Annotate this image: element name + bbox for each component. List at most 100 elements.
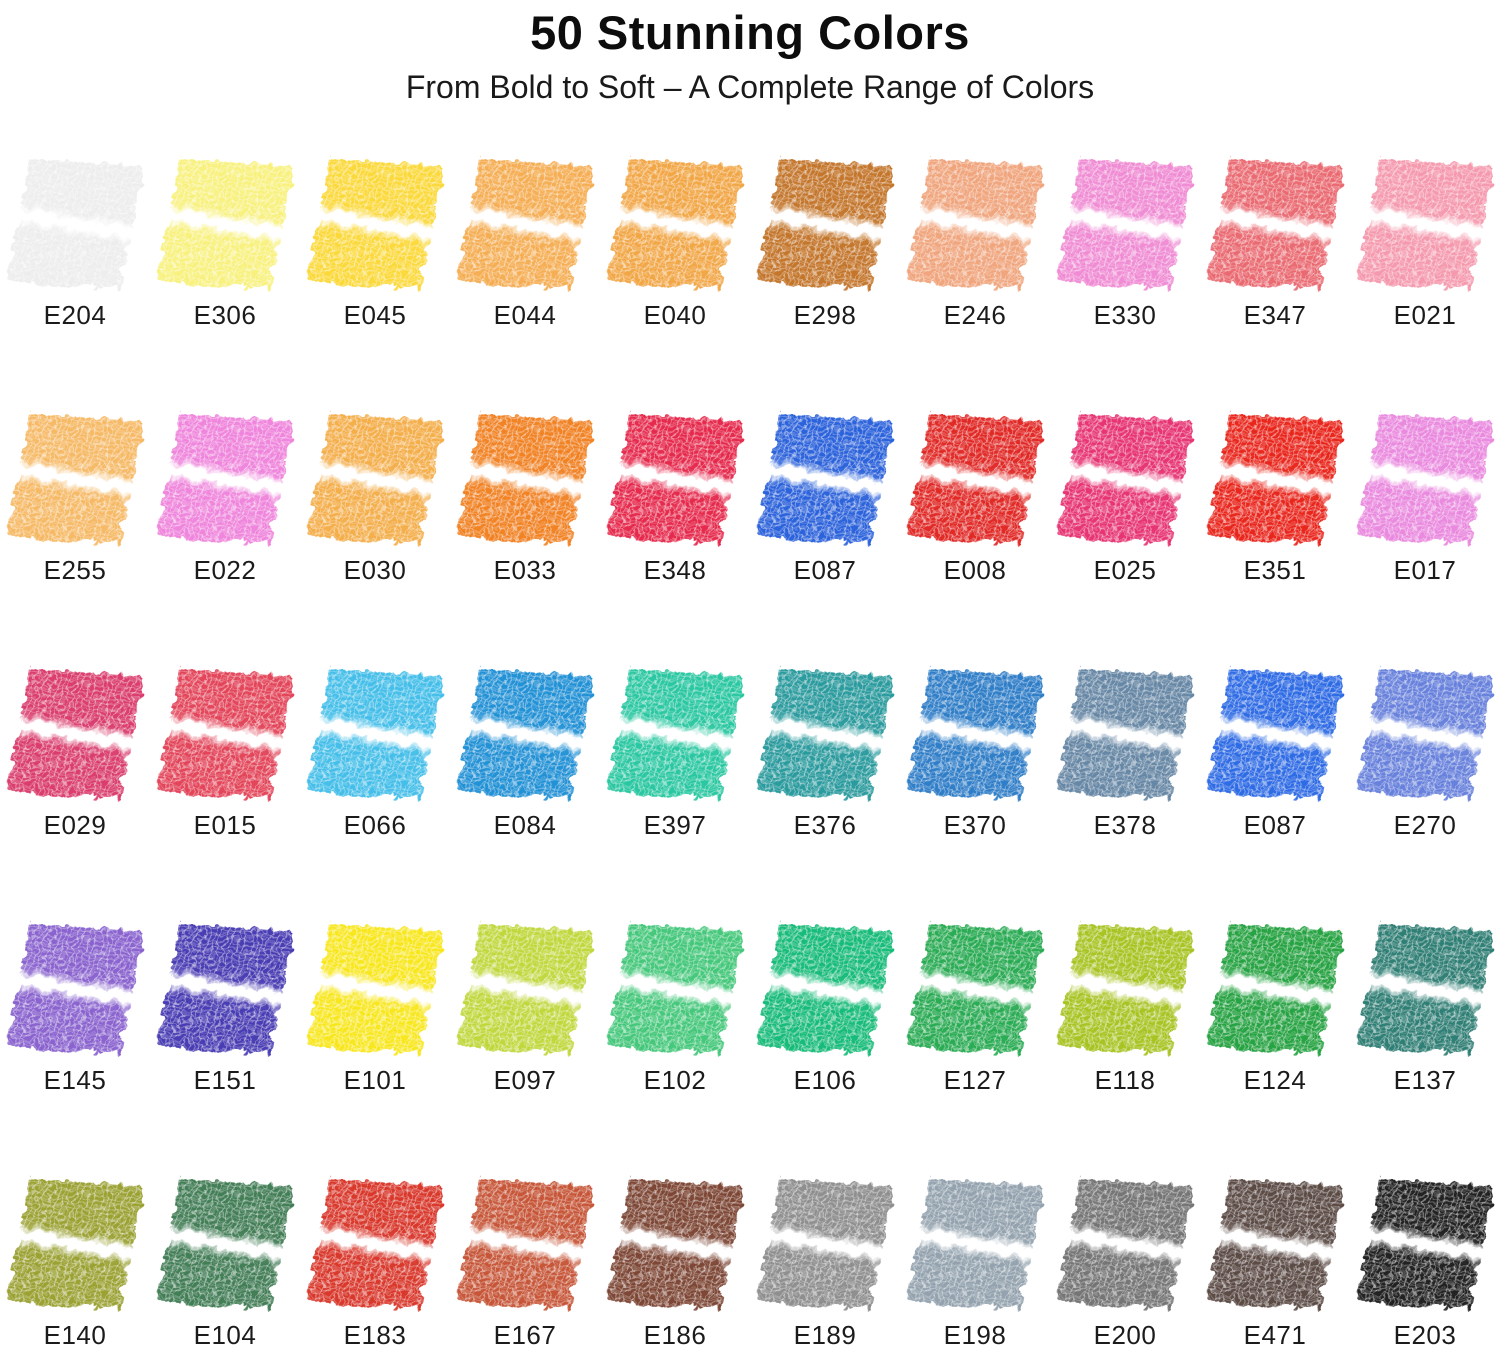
swatch-cell: E200 [1050, 1172, 1200, 1351]
color-swatch [156, 413, 294, 545]
swatch-cell: E471 [1200, 1172, 1350, 1351]
swatch-cell: E084 [450, 662, 600, 917]
swatch-cell: E370 [900, 662, 1050, 917]
color-code-label: E102 [643, 1064, 707, 1095]
color-swatch [1206, 668, 1344, 800]
color-swatch [906, 413, 1044, 545]
color-code-label: E200 [1093, 1319, 1157, 1350]
color-swatch [6, 1178, 144, 1310]
color-code-label: E330 [1093, 299, 1157, 330]
color-code-label: E015 [193, 809, 257, 840]
color-swatch [1356, 1178, 1494, 1310]
color-code-label: E127 [943, 1064, 1007, 1095]
color-code-label: E186 [643, 1319, 707, 1350]
color-swatch [6, 923, 144, 1055]
color-swatch [6, 668, 144, 800]
color-code-label: E376 [793, 809, 857, 840]
swatch-cell: E246 [900, 152, 1050, 407]
color-swatch [156, 923, 294, 1055]
color-swatch [1206, 923, 1344, 1055]
swatch-cell: E397 [600, 662, 750, 917]
color-code-label: E167 [493, 1319, 557, 1350]
color-swatch [306, 1178, 444, 1310]
color-code-label: E029 [43, 809, 107, 840]
color-swatch [456, 158, 594, 290]
color-swatch [1356, 158, 1494, 290]
swatch-cell: E101 [300, 917, 450, 1172]
swatch-cell: E330 [1050, 152, 1200, 407]
swatch-cell: E351 [1200, 407, 1350, 662]
color-swatch [1056, 923, 1194, 1055]
color-code-label: E030 [343, 554, 407, 585]
swatch-cell: E137 [1350, 917, 1500, 1172]
swatch-cell: E378 [1050, 662, 1200, 917]
color-code-label: E145 [43, 1064, 107, 1095]
color-code-label: E378 [1093, 809, 1157, 840]
color-code-label: E255 [43, 554, 107, 585]
color-code-label: E183 [343, 1319, 407, 1350]
swatch-cell: E033 [450, 407, 600, 662]
swatch-cell: E140 [0, 1172, 150, 1351]
color-code-label: E097 [493, 1064, 557, 1095]
swatch-cell: E097 [450, 917, 600, 1172]
color-swatch [306, 668, 444, 800]
swatch-cell: E087 [1200, 662, 1350, 917]
swatch-cell: E044 [450, 152, 600, 407]
swatch-cell: E021 [1350, 152, 1500, 407]
color-code-label: E022 [193, 554, 257, 585]
color-code-label: E104 [193, 1319, 257, 1350]
color-swatch [1056, 668, 1194, 800]
swatch-cell: E167 [450, 1172, 600, 1351]
swatch-grid: E204 E306 E045 E044 E040 E298 E246 E330 E347 E021… [0, 106, 1500, 1351]
swatch-cell: E204 [0, 152, 150, 407]
color-swatch [156, 1178, 294, 1310]
swatch-cell: E151 [150, 917, 300, 1172]
color-code-label: E084 [493, 809, 557, 840]
swatch-cell: E186 [600, 1172, 750, 1351]
color-swatch [306, 413, 444, 545]
color-swatch [606, 413, 744, 545]
swatch-row: E140 E104 E183 E167 E186 E189 E198 E200 E471 E203 [0, 1172, 1500, 1351]
color-code-label: E246 [943, 299, 1007, 330]
color-code-label: E101 [343, 1064, 407, 1095]
swatch-cell: E029 [0, 662, 150, 917]
color-code-label: E348 [643, 554, 707, 585]
color-code-label: E203 [1393, 1319, 1457, 1350]
swatch-cell: E066 [300, 662, 450, 917]
color-swatch [306, 158, 444, 290]
color-swatch [606, 1178, 744, 1310]
color-swatch [1206, 1178, 1344, 1310]
color-code-label: E270 [1393, 809, 1457, 840]
color-code-label: E118 [1094, 1064, 1156, 1095]
color-swatch [1206, 158, 1344, 290]
color-swatch [1206, 413, 1344, 545]
color-code-label: E033 [493, 554, 557, 585]
color-swatch [1356, 923, 1494, 1055]
swatch-cell: E203 [1350, 1172, 1500, 1351]
color-code-label: E106 [793, 1064, 857, 1095]
color-code-label: E397 [643, 809, 707, 840]
color-swatch [456, 1178, 594, 1310]
color-swatch [906, 923, 1044, 1055]
color-swatch [756, 158, 894, 290]
color-swatch [906, 158, 1044, 290]
swatch-cell: E015 [150, 662, 300, 917]
swatch-row: E255 E022 E030 E033 E348 E087 E008 E025 E351 E017 [0, 407, 1500, 662]
color-code-label: E040 [643, 299, 707, 330]
color-code-label: E298 [793, 299, 857, 330]
swatch-row: E204 E306 E045 E044 E040 E298 E246 E330 E347 E021 [0, 152, 1500, 407]
swatch-cell: E102 [600, 917, 750, 1172]
swatch-cell: E104 [150, 1172, 300, 1351]
color-swatch [1356, 413, 1494, 545]
color-swatch [756, 923, 894, 1055]
color-swatch [456, 923, 594, 1055]
swatch-cell: E118 [1050, 917, 1200, 1172]
color-swatch [1056, 1178, 1194, 1310]
color-swatch [606, 668, 744, 800]
page-title: 50 Stunning Colors [530, 6, 970, 59]
swatch-cell: E255 [0, 407, 150, 662]
color-swatch [1056, 413, 1194, 545]
color-swatch [606, 158, 744, 290]
color-code-label: E008 [943, 554, 1007, 585]
swatch-cell: E022 [150, 407, 300, 662]
